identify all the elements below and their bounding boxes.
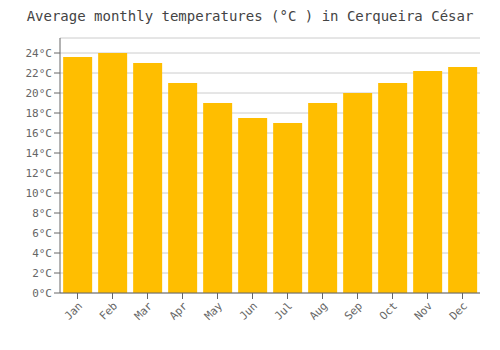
svg-text:Jun: Jun <box>237 299 260 322</box>
svg-text:May: May <box>202 299 226 323</box>
svg-text:12°C: 12°C <box>26 167 53 180</box>
svg-text:8°C: 8°C <box>32 207 52 220</box>
svg-text:Feb: Feb <box>97 299 120 322</box>
svg-text:Apr: Apr <box>167 299 191 323</box>
svg-text:2°C: 2°C <box>32 267 52 280</box>
svg-text:18°C: 18°C <box>26 107 53 120</box>
svg-text:4°C: 4°C <box>32 247 52 260</box>
svg-text:Jan: Jan <box>62 299 85 322</box>
svg-text:Sep: Sep <box>342 299 365 322</box>
svg-text:Oct: Oct <box>377 299 400 322</box>
svg-text:14°C: 14°C <box>26 147 53 160</box>
svg-text:24°C: 24°C <box>26 47 53 60</box>
svg-text:Jul: Jul <box>272 299 295 322</box>
svg-text:16°C: 16°C <box>26 127 53 140</box>
svg-text:6°C: 6°C <box>32 227 52 240</box>
svg-text:0°C: 0°C <box>32 287 52 300</box>
html-text:Average monthly temperatures (: Average monthly temperatures (°C ) in Ce… <box>26 8 474 24</box>
svg-text:Aug: Aug <box>307 299 330 322</box>
svg-text:20°C: 20°C <box>26 87 53 100</box>
svg-text:Nov: Nov <box>412 299 436 323</box>
svg-text:22°C: 22°C <box>26 67 53 80</box>
svg-text:Mar: Mar <box>132 299 156 323</box>
svg-text:10°C: 10°C <box>26 187 53 200</box>
svg-text:Dec: Dec <box>447 299 470 322</box>
